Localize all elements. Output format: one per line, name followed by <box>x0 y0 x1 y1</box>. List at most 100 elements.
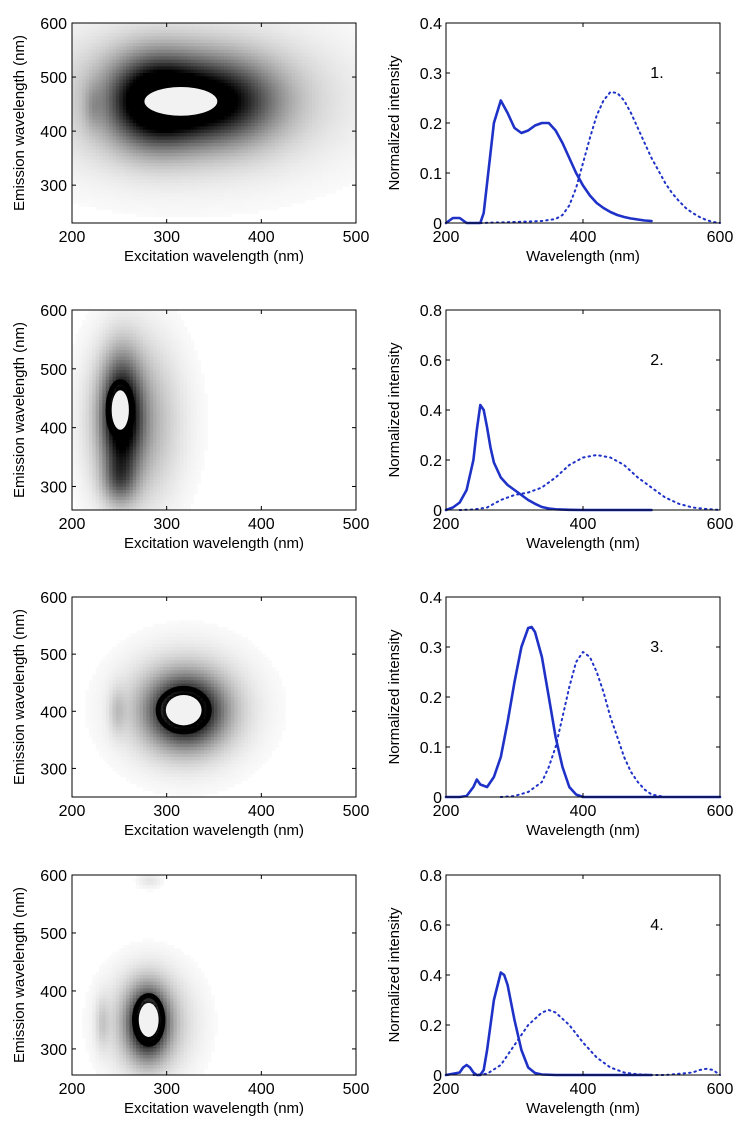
heatmap-cell <box>183 199 188 204</box>
heatmap-cell <box>214 109 218 114</box>
heatmap-cell <box>75 73 80 77</box>
heatmap-cell <box>139 29 144 34</box>
heatmap-cell <box>281 113 286 117</box>
heatmap-cell <box>308 119 313 124</box>
heatmap-cell <box>122 123 127 127</box>
heatmap-cell <box>315 113 320 117</box>
heatmap-cell <box>328 83 333 87</box>
heatmap-cell <box>312 83 317 87</box>
heatmap-cell <box>312 136 317 141</box>
heatmap-cell <box>200 189 205 194</box>
heatmap-cell <box>315 76 320 81</box>
heatmap-cell <box>197 26 202 31</box>
heatmap-cell <box>224 206 229 211</box>
heatmap-cell <box>156 203 161 207</box>
heatmap-cell <box>315 99 320 104</box>
heatmap-cell <box>332 169 337 174</box>
heatmap-cell <box>312 156 317 161</box>
heatmap-cell <box>325 39 330 44</box>
heatmap-cell <box>291 196 296 201</box>
heatmap-cell <box>186 166 191 171</box>
heatmap-cell <box>214 29 218 34</box>
heatmap-cell <box>139 179 144 184</box>
heatmap-cell <box>132 169 137 174</box>
heatmap-cell <box>301 129 306 134</box>
heatmap-cell <box>200 209 205 214</box>
heatmap-cell <box>247 209 252 214</box>
heatmap-cell <box>126 36 131 41</box>
heatmap-cell <box>132 66 137 71</box>
heatmap-cell <box>170 126 175 131</box>
heatmap-cell <box>88 136 93 141</box>
heatmap-cell <box>173 166 178 171</box>
heatmap-cell <box>112 79 117 84</box>
heatmap-cell <box>207 179 212 184</box>
heatmap-cell <box>197 159 202 164</box>
heatmap-cell <box>119 59 124 64</box>
heatmap-cell <box>75 133 80 137</box>
heatmap-cell <box>163 26 168 31</box>
heatmap-cell <box>170 173 175 177</box>
heatmap-cell <box>217 93 222 97</box>
heatmap-cell <box>78 106 83 111</box>
heatmap-cell <box>190 129 195 134</box>
heatmap-cell <box>247 186 252 191</box>
heatmap-cell <box>261 189 266 194</box>
heatmap-cell <box>285 199 289 204</box>
heatmap-cell <box>278 189 283 194</box>
heatmap-cell <box>285 193 289 197</box>
heatmap-cell <box>288 143 293 147</box>
heatmap-cell <box>203 49 208 54</box>
heatmap-cell <box>241 199 246 204</box>
heatmap-cell <box>122 99 127 104</box>
heatmap-cell <box>285 116 289 121</box>
heatmap-cell <box>82 119 87 124</box>
heatmap-cell <box>82 23 87 27</box>
heatmap-cell <box>170 139 175 144</box>
heatmap-cell <box>241 156 246 161</box>
heatmap-cell <box>244 136 249 141</box>
heatmap-cell <box>149 169 154 174</box>
heatmap-cell <box>166 56 171 61</box>
heatmap-cell <box>72 136 76 141</box>
heatmap-cell <box>200 196 205 201</box>
heatmap-cell <box>257 159 262 164</box>
heatmap-cell <box>322 73 327 77</box>
heatmap-cell <box>149 146 154 151</box>
peak-core <box>144 87 218 116</box>
heatmap-cell <box>200 183 205 187</box>
heatmap-cell <box>339 119 344 124</box>
heatmap-cell <box>72 26 76 31</box>
heatmap-cell <box>207 133 212 137</box>
heatmap-cell <box>156 209 161 214</box>
heatmap-cell <box>261 163 266 167</box>
heatmap-cell <box>322 116 327 121</box>
heatmap-cell <box>274 89 279 94</box>
heatmap-cell <box>122 196 127 201</box>
heatmap-cell <box>325 79 330 84</box>
heatmap-cell <box>203 133 208 137</box>
heatmap-cell <box>234 176 239 181</box>
heatmap-cell <box>281 39 286 44</box>
heatmap-cell <box>109 93 114 97</box>
heatmap-cell <box>325 99 330 104</box>
heatmap-cell <box>305 79 310 84</box>
heatmap-cell <box>78 39 83 44</box>
heatmap-cell <box>115 39 120 44</box>
heatmap-cell <box>298 43 303 47</box>
heatmap-cell <box>122 173 127 177</box>
heatmap-cell <box>105 189 110 194</box>
heatmap-cell <box>129 76 134 81</box>
heatmap-cell <box>166 59 171 64</box>
heatmap-cell <box>281 23 286 27</box>
heatmap-cell <box>186 116 191 121</box>
heatmap-cell <box>105 33 110 37</box>
heatmap-cell <box>335 73 340 77</box>
heatmap-cell <box>237 29 242 34</box>
heatmap-cell <box>328 149 333 154</box>
heatmap-cell <box>119 93 124 97</box>
heatmap-cell <box>328 76 333 81</box>
heatmap-cell <box>268 109 273 114</box>
heatmap-cell <box>257 143 262 147</box>
heatmap-cell <box>136 106 141 111</box>
